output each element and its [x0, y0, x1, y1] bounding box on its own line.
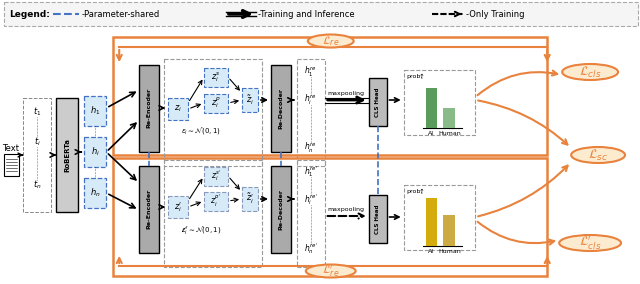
Text: $h_n$: $h_n$: [90, 187, 100, 199]
Text: $h_i^{re'}$: $h_i^{re'}$: [303, 193, 318, 207]
Text: $h_1^{re}$: $h_1^{re}$: [305, 65, 317, 79]
Text: $h_i$: $h_i$: [91, 146, 100, 158]
Text: $h_1^{re'}$: $h_1^{re'}$: [303, 164, 318, 179]
Bar: [297, 160, 324, 267]
Text: Re-Encoder: Re-Encoder: [147, 189, 152, 229]
Text: Re-Decoder: Re-Decoder: [278, 189, 284, 229]
Text: $\varepsilon_i' \not\sim \mathcal{N}(0,1)$: $\varepsilon_i' \not\sim \mathcal{N}(0,1…: [181, 224, 221, 236]
Text: RoBERTa: RoBERTa: [65, 138, 70, 172]
Text: Human: Human: [438, 249, 461, 254]
Bar: [168, 98, 188, 120]
Bar: [84, 178, 106, 208]
Bar: [242, 88, 258, 112]
Bar: [164, 160, 262, 267]
Text: maxpooling: maxpooling: [327, 91, 364, 95]
Bar: [297, 59, 324, 166]
Text: -Training and Inference: -Training and Inference: [258, 9, 355, 18]
Text: prob.: prob.: [406, 189, 423, 193]
Bar: [404, 70, 476, 135]
Text: AI: AI: [428, 249, 435, 254]
Text: prob.: prob.: [406, 74, 423, 78]
Bar: [204, 94, 228, 113]
Bar: [4, 154, 19, 176]
Bar: [168, 196, 188, 218]
Bar: [444, 108, 456, 128]
Text: $\varepsilon_i \sim \mathcal{N}(0,1)$: $\varepsilon_i \sim \mathcal{N}(0,1)$: [181, 124, 221, 135]
Text: $\mathcal{L}_{re}$: $\mathcal{L}_{re}$: [322, 34, 339, 48]
Bar: [426, 88, 438, 128]
Text: $t_n$: $t_n$: [33, 179, 42, 191]
Text: CLS Head: CLS Head: [375, 204, 380, 234]
Bar: [369, 195, 387, 243]
Bar: [444, 215, 456, 246]
Text: $t_i$: $t_i$: [34, 136, 41, 148]
Bar: [113, 158, 547, 276]
Text: maxpooling: maxpooling: [327, 208, 364, 212]
Text: $t_1$: $t_1$: [33, 106, 42, 118]
Text: $h_i^{re}$: $h_i^{re}$: [305, 93, 317, 107]
Text: Re-Decoder: Re-Decoder: [278, 87, 284, 128]
Bar: [4, 2, 638, 26]
Bar: [139, 166, 159, 253]
Text: $\mathcal{L}_{cls}'$: $\mathcal{L}_{cls}'$: [579, 234, 602, 252]
Bar: [426, 198, 438, 246]
Text: $z_i^{s'}$: $z_i^{s'}$: [211, 168, 221, 183]
Ellipse shape: [571, 147, 625, 163]
Text: $z_i'$: $z_i'$: [174, 200, 182, 214]
Text: Legend:: Legend:: [10, 9, 51, 18]
Text: $\uparrow$: $\uparrow$: [417, 71, 424, 81]
Bar: [204, 68, 228, 87]
Text: AI: AI: [428, 131, 435, 136]
Ellipse shape: [306, 264, 356, 277]
Bar: [164, 59, 262, 166]
Bar: [271, 166, 291, 253]
Bar: [271, 65, 291, 152]
Bar: [24, 98, 51, 212]
Bar: [204, 167, 228, 186]
Text: $\mathcal{L}_{re}'$: $\mathcal{L}_{re}'$: [322, 263, 339, 279]
Text: $\uparrow$: $\uparrow$: [417, 186, 424, 196]
Text: Re-Encoder: Re-Encoder: [147, 88, 152, 128]
Bar: [404, 185, 476, 250]
Text: -Parameter-shared: -Parameter-shared: [81, 9, 159, 18]
Text: $z_i^s$: $z_i^s$: [211, 70, 221, 84]
Ellipse shape: [562, 64, 618, 80]
Text: $\mathcal{L}_{cls}$: $\mathcal{L}_{cls}$: [579, 64, 602, 80]
Bar: [204, 192, 228, 211]
Bar: [84, 137, 106, 167]
Bar: [139, 65, 159, 152]
Text: $h_1$: $h_1$: [90, 105, 100, 117]
Bar: [56, 98, 78, 212]
Ellipse shape: [308, 34, 354, 47]
Text: $z_i$: $z_i$: [174, 104, 182, 114]
Text: $h_n^{re'}$: $h_n^{re'}$: [303, 242, 318, 256]
Text: Human: Human: [438, 131, 461, 136]
Text: $z_i^{p'}$: $z_i^{p'}$: [211, 193, 221, 209]
Text: -Only Training: -Only Training: [467, 9, 525, 18]
Ellipse shape: [559, 235, 621, 251]
Text: $z_i^p$: $z_i^p$: [211, 96, 221, 110]
Bar: [369, 78, 387, 126]
Bar: [242, 187, 258, 211]
Text: CLS Head: CLS Head: [375, 87, 380, 117]
Bar: [113, 37, 547, 155]
Text: $h_n^{re}$: $h_n^{re}$: [305, 141, 317, 155]
Text: $\tilde{z}_i'$: $\tilde{z}_i'$: [246, 192, 254, 206]
Bar: [84, 96, 106, 126]
Text: Text: Text: [2, 143, 19, 153]
Text: $\mathcal{L}_{sc}$: $\mathcal{L}_{sc}$: [588, 147, 608, 162]
Text: $\tilde{z}_i$: $\tilde{z}_i$: [246, 93, 254, 106]
